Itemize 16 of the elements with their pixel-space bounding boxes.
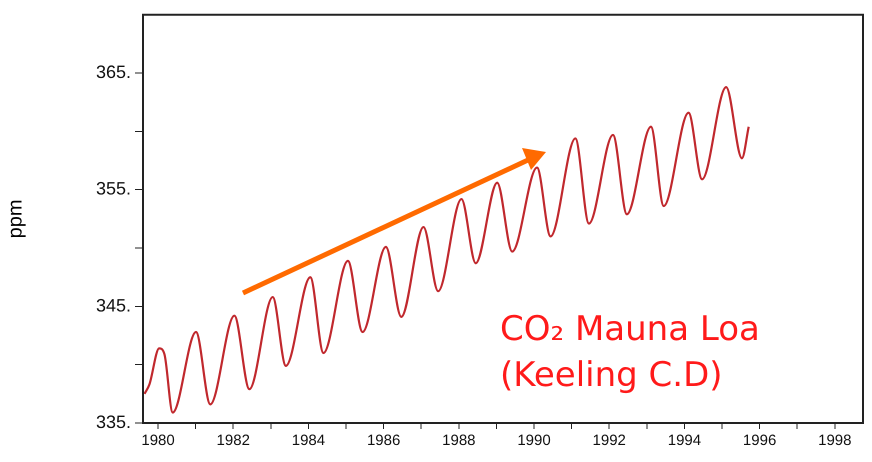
x-tick-label: 1998 <box>818 432 852 450</box>
x-tick-label: 1990 <box>517 432 551 450</box>
x-tick-label: 1996 <box>742 432 776 450</box>
y-axis-title: ppm <box>4 199 27 238</box>
x-tick-label: 1980 <box>141 432 175 450</box>
y-tick-label: 345. <box>96 295 131 316</box>
x-tick-label: 1984 <box>292 432 326 450</box>
x-tick-label: 1982 <box>216 432 250 450</box>
y-tick-label: 335. <box>96 412 131 432</box>
x-tick-label: 1992 <box>592 432 626 450</box>
y-tick-label: 365. <box>96 62 131 82</box>
y-tick-label: 355. <box>96 178 131 199</box>
annotation: CO₂ Mauna Loa (Keeling C.D) <box>500 308 761 397</box>
x-tick-label: 1986 <box>366 432 400 450</box>
x-tick-label: 1994 <box>668 432 702 450</box>
x-tick-label: 1988 <box>442 432 476 450</box>
